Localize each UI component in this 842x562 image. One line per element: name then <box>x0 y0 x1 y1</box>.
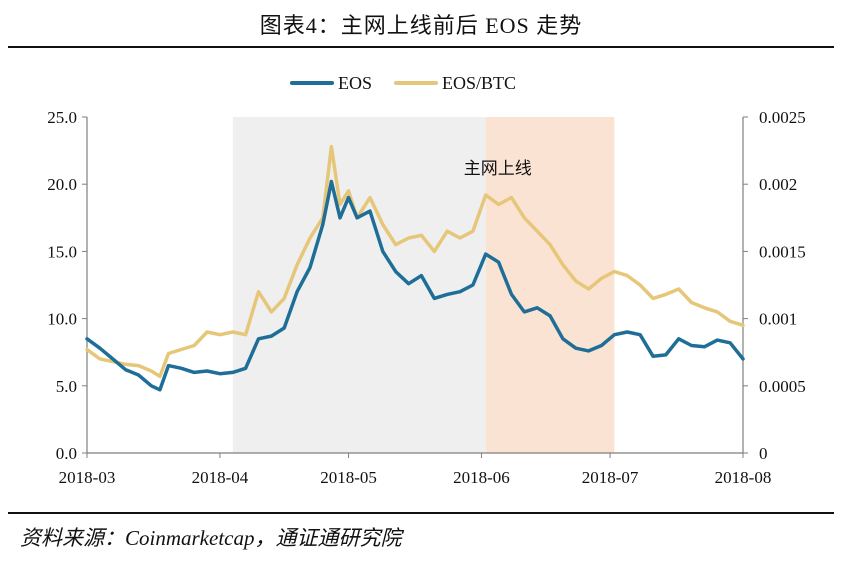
x-tick-label: 2018-06 <box>453 468 510 487</box>
x-tick-label: 2018-05 <box>320 468 377 487</box>
tick-labels: 0.0 5.0 10.0 15.0 20.0 25.0 0 0.0005 0.001 0.0015… <box>47 108 806 487</box>
x-tick-label: 2018-07 <box>582 468 639 487</box>
left-tick-label: 15.0 <box>47 242 77 261</box>
left-tick-label: 10.0 <box>47 310 77 329</box>
left-tick-label: 5.0 <box>56 377 77 396</box>
source-note: 资料来源：Coinmarketcap，通证通研究院 <box>20 526 402 550</box>
x-tick-label: 2018-03 <box>59 468 116 487</box>
series-lines <box>85 144 745 392</box>
left-tick-label: 20.0 <box>47 175 77 194</box>
legend-label-2: EOS/BTC <box>442 73 516 93</box>
chart-title: 图表4：主网上线前后 EOS 走势 <box>259 13 583 38</box>
source-rule <box>8 512 834 514</box>
axes <box>82 116 748 458</box>
series-line-eos <box>85 179 745 392</box>
left-tick-label: 25.0 <box>47 108 77 127</box>
annotation-label: 主网上线 <box>464 159 532 178</box>
shaded-region-1 <box>232 117 486 453</box>
x-tick-label: 2018-08 <box>715 468 772 487</box>
legend-label-1: EOS <box>338 73 372 93</box>
legend: EOS EOS/BTC <box>290 73 516 93</box>
title-rule <box>8 46 834 48</box>
x-tick-label: 2018-04 <box>192 468 249 487</box>
right-tick-label: 0.002 <box>759 175 797 194</box>
right-tick-label: 0.0015 <box>759 242 806 261</box>
right-tick-label: 0.001 <box>759 310 797 329</box>
right-tick-label: 0 <box>759 444 768 463</box>
annotations: 主网上线 <box>464 159 532 178</box>
right-tick-label: 0.0005 <box>759 377 806 396</box>
left-tick-label: 0.0 <box>56 444 77 463</box>
right-tick-label: 0.0025 <box>759 108 806 127</box>
series-line-eos-btc <box>85 144 745 379</box>
